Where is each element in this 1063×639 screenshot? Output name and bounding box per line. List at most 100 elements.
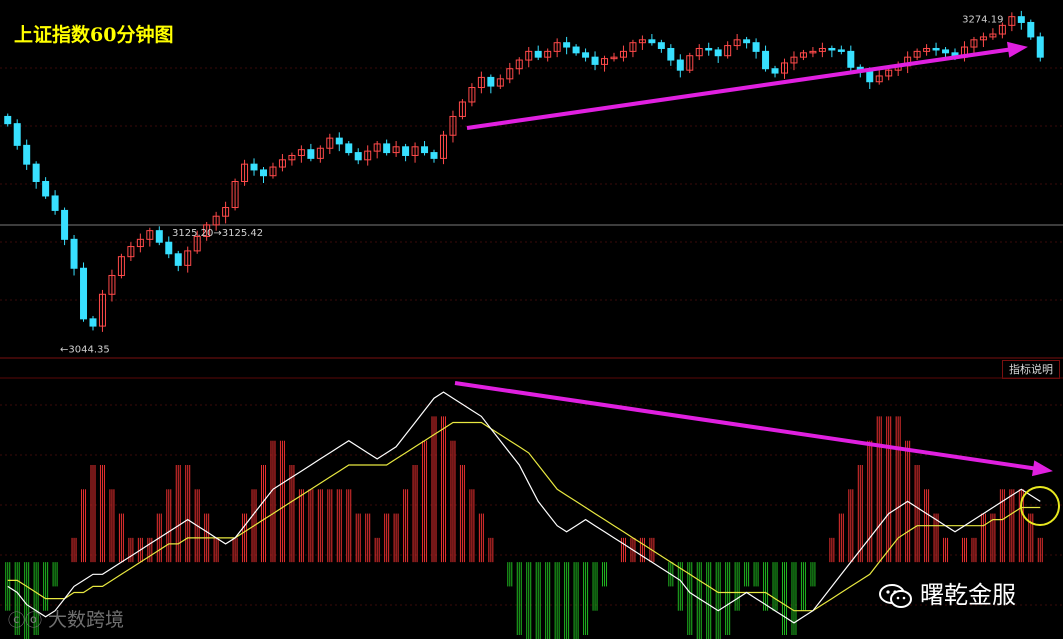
- candle-body: [373, 143, 381, 152]
- candle-body: [875, 75, 883, 83]
- candle-body: [127, 246, 135, 258]
- candle-body: [241, 163, 249, 182]
- candle-body: [695, 47, 703, 57]
- candle-body: [4, 115, 12, 125]
- candle-body: [203, 224, 211, 237]
- candle-body: [572, 46, 580, 54]
- candle-body: [392, 146, 400, 154]
- candle-body: [411, 146, 419, 156]
- candle-body: [648, 39, 656, 44]
- watermark-left-text: 大数跨境: [48, 609, 125, 631]
- price-trend-arrow-head: [1006, 41, 1028, 58]
- candle-body: [667, 47, 675, 61]
- high-price-label: 3274.19: [962, 14, 1003, 25]
- candle-body: [136, 238, 144, 248]
- candle-body: [799, 52, 807, 58]
- candle-body: [885, 69, 893, 77]
- candle-body: [809, 50, 817, 54]
- watermark-right: 曙乾金服: [878, 575, 1016, 610]
- candle-body: [989, 33, 997, 38]
- candle-body: [553, 42, 561, 52]
- candle-body: [250, 163, 258, 171]
- candle-body: [818, 47, 826, 52]
- candle-body: [515, 59, 523, 70]
- chart-title: 上证指数60分钟图: [14, 24, 174, 46]
- candle-body: [383, 143, 391, 154]
- candle-body: [165, 241, 173, 255]
- candle-body: [316, 147, 324, 159]
- candle-body: [477, 76, 485, 89]
- candle-body: [421, 146, 429, 154]
- candle-body: [724, 45, 732, 57]
- candle-body: [998, 24, 1006, 35]
- candle-body: [13, 123, 21, 146]
- candle-body: [155, 230, 163, 243]
- candle-body: [638, 39, 646, 44]
- candle-body: [610, 56, 618, 60]
- candle-body: [326, 137, 334, 149]
- candle-body: [601, 58, 609, 65]
- candle-body: [923, 47, 931, 52]
- candle-body: [1036, 36, 1044, 58]
- candle-body: [1027, 21, 1035, 38]
- candle-body: [117, 256, 125, 276]
- candle-body: [591, 56, 599, 65]
- candle-body: [354, 152, 362, 161]
- candle-body: [23, 144, 31, 165]
- candle-body: [222, 207, 230, 217]
- candle-body: [686, 55, 694, 71]
- candle-body: [847, 50, 855, 68]
- low-price-label: ←3044.35: [60, 345, 110, 356]
- candle-body: [619, 50, 627, 58]
- candle-body: [42, 181, 50, 197]
- candle-body: [108, 274, 116, 295]
- macd-trend-arrow: [454, 381, 1046, 472]
- candle-body: [32, 163, 40, 182]
- candle-body: [193, 235, 201, 252]
- candle-body: [1017, 16, 1025, 23]
- candle-body: [430, 152, 438, 159]
- candle-body: [212, 215, 220, 226]
- candle-body: [866, 71, 874, 83]
- brand-logo-icon: ⓒⓞ: [8, 611, 42, 631]
- macd-trend-arrow-head: [1031, 460, 1053, 477]
- candle-body: [932, 47, 940, 51]
- candle-body: [307, 149, 315, 159]
- candle-body: [70, 238, 78, 269]
- candle-body: [89, 318, 97, 327]
- candle-body: [837, 49, 845, 52]
- candle-body: [260, 169, 267, 177]
- candle-body: [534, 50, 542, 58]
- candle-body: [402, 146, 410, 156]
- dif-line: [7, 391, 1041, 624]
- watermark-right-text: 曙乾金服: [920, 581, 1016, 609]
- candle-body: [278, 159, 286, 168]
- candle-body: [297, 149, 305, 156]
- highlight-circle: [1020, 486, 1060, 526]
- candle-body: [98, 293, 106, 327]
- candle-body: [231, 181, 239, 209]
- candle-body: [458, 101, 466, 117]
- candle-body: [762, 50, 770, 70]
- candle-body: [269, 166, 277, 177]
- candle-body: [705, 47, 713, 51]
- price-trend-arrow: [466, 46, 1021, 130]
- candle-body: [828, 47, 836, 51]
- candle-body: [468, 87, 476, 103]
- candle-body: [657, 42, 665, 49]
- candle-body: [743, 39, 751, 44]
- candle-body: [288, 154, 296, 161]
- candle-body: [364, 150, 372, 161]
- candle-body: [970, 39, 978, 48]
- candle-body: [61, 209, 69, 240]
- candle-body: [487, 76, 495, 87]
- candle-body: [525, 50, 533, 61]
- candle-body: [174, 253, 182, 266]
- candle-body: [942, 49, 950, 54]
- candle-body: [439, 134, 447, 159]
- candle-body: [790, 56, 798, 64]
- wechat-icon: [879, 584, 912, 608]
- candle-body: [506, 68, 514, 80]
- candle-body: [913, 50, 921, 58]
